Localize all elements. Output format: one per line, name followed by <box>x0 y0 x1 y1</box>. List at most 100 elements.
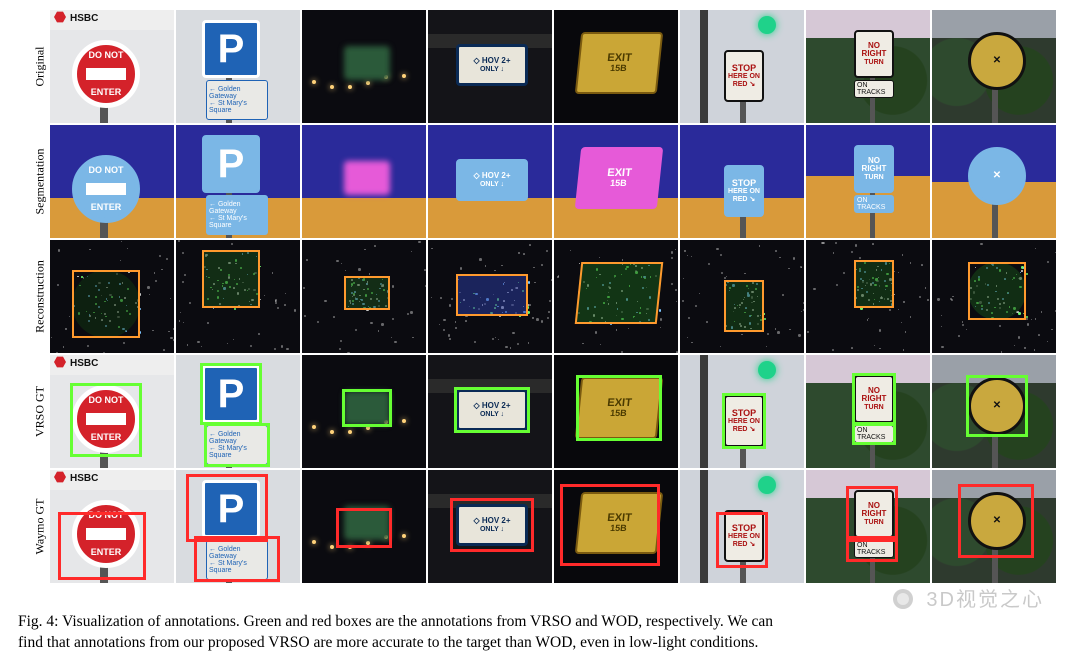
wod-box-2 <box>194 536 280 582</box>
recon-box <box>854 260 894 308</box>
sign: EXIT15B <box>575 32 664 94</box>
vrso-box <box>70 383 142 457</box>
figure-grid: HSBCDO NOTENTERP← Golden Gateway← St Mar… <box>50 10 1050 583</box>
wod-box <box>450 498 534 552</box>
cell-r0-c2 <box>302 10 426 123</box>
vrso-box <box>576 375 662 441</box>
cell-r2-c2 <box>302 240 426 353</box>
sub-sign: ← Golden Gateway← St Mary's Square <box>206 80 268 120</box>
sign: DO NOTENTER <box>72 40 140 108</box>
traffic-light-icon <box>758 361 776 379</box>
sign <box>344 46 390 80</box>
cell-r3-c4: EXIT15B <box>554 355 678 468</box>
cell-r0-c5: STOPHERE ON RED ↘ <box>680 10 804 123</box>
cell-r3-c6: NO RIGHTTURNON TRACKS <box>806 355 930 468</box>
cell-r4-c5: STOPHERE ON RED ↘ <box>680 470 804 583</box>
caption-line-1: Visualization of annotations. Green and … <box>62 613 773 630</box>
sign <box>344 161 390 195</box>
figure-caption: Fig. 4: Visualization of annotations. Gr… <box>18 612 1062 654</box>
row-label-segmentation: Segmentation <box>33 141 48 221</box>
cell-r4-c6: NO RIGHTTURNON TRACKS <box>806 470 930 583</box>
sign: ◇ HOV 2+ONLY ↓ <box>456 44 528 86</box>
sub-sign: ← Golden Gateway← St Mary's Square <box>206 195 268 235</box>
watermark-icon <box>893 589 913 609</box>
cell-r3-c1: P← Golden Gateway← St Mary's Square <box>176 355 300 468</box>
row-label-original: Original <box>33 26 48 106</box>
wod-box <box>186 474 268 542</box>
cell-r1-c7: ✕ <box>932 125 1056 238</box>
traffic-light-icon <box>758 476 776 494</box>
cell-r1-c3: ◇ HOV 2+ONLY ↓ <box>428 125 552 238</box>
vrso-box <box>966 375 1028 437</box>
cell-r2-c7 <box>932 240 1056 353</box>
cell-r1-c2 <box>302 125 426 238</box>
cell-r0-c3: ◇ HOV 2+ONLY ↓ <box>428 10 552 123</box>
vrso-box-2 <box>204 423 270 467</box>
cell-r0-c4: EXIT15B <box>554 10 678 123</box>
vrso-box <box>722 393 766 449</box>
cell-r4-c0: HSBCDO NOTENTER <box>50 470 174 583</box>
cell-r4-c1: P← Golden Gateway← St Mary's Square <box>176 470 300 583</box>
sign: P <box>202 135 260 193</box>
watermark-text: 3D视觉之心 <box>926 589 1044 611</box>
cell-r4-c7: ✕ <box>932 470 1056 583</box>
sign: ✕ <box>968 32 1026 90</box>
row-label-reconstruction: Reconstruction <box>33 256 48 336</box>
vrso-box-2 <box>852 423 896 445</box>
wod-box <box>58 512 146 580</box>
sub-sign: ON TRACKS <box>854 195 894 213</box>
wod-box <box>958 484 1034 558</box>
cell-r3-c5: STOPHERE ON RED ↘ <box>680 355 804 468</box>
banner: HSBC <box>50 355 174 375</box>
recon-box <box>344 276 390 310</box>
cell-r3-c3: ◇ HOV 2+ONLY ↓ <box>428 355 552 468</box>
cell-r3-c7: ✕ <box>932 355 1056 468</box>
recon-box <box>456 274 528 316</box>
sign: NO RIGHTTURN <box>854 30 894 78</box>
vrso-box <box>342 389 392 427</box>
sign: EXIT15B <box>575 147 664 209</box>
wod-box <box>846 486 898 542</box>
recon-box <box>72 270 140 338</box>
cell-r0-c7: ✕ <box>932 10 1056 123</box>
cell-r1-c6: NO RIGHTTURN ON TRACKS <box>806 125 930 238</box>
cell-r1-c0: DO NOTENTER <box>50 125 174 238</box>
row-label-waymo-gt: Waymo GT <box>33 486 48 566</box>
cell-r1-c1: P← Golden Gateway← St Mary's Square <box>176 125 300 238</box>
cell-r0-c1: P← Golden Gateway← St Mary's Square <box>176 10 300 123</box>
caption-line-2: find that annotations from our proposed … <box>18 634 758 651</box>
cell-r4-c3: ◇ HOV 2+ONLY ↓ <box>428 470 552 583</box>
banner: HSBC <box>50 470 174 490</box>
wod-box-2 <box>846 536 898 562</box>
figure-label: Fig. 4: <box>18 613 58 630</box>
row-label-vrso-gt: VRSO GT <box>33 371 48 451</box>
banner: HSBC <box>50 10 174 30</box>
cell-r2-c0 <box>50 240 174 353</box>
cell-r2-c1 <box>176 240 300 353</box>
cell-r2-c5 <box>680 240 804 353</box>
sub-sign: ON TRACKS <box>854 80 894 98</box>
vrso-box <box>200 363 262 425</box>
recon-box <box>202 250 260 308</box>
recon-box <box>575 262 664 324</box>
cell-r4-c2 <box>302 470 426 583</box>
sign: ✕ <box>968 147 1026 205</box>
sign: NO RIGHTTURN <box>854 145 894 193</box>
watermark: 3D视觉之心 <box>893 583 1044 612</box>
cell-r2-c4 <box>554 240 678 353</box>
cell-r3-c0: HSBCDO NOTENTER <box>50 355 174 468</box>
recon-box <box>724 280 764 332</box>
cell-r2-c6 <box>806 240 930 353</box>
wod-box <box>560 484 660 566</box>
vrso-box <box>454 387 530 433</box>
wod-box <box>336 508 392 548</box>
recon-box <box>968 262 1026 320</box>
sign: STOPHERE ON RED ↘ <box>724 165 764 217</box>
traffic-light-icon <box>758 16 776 34</box>
sign: P <box>202 20 260 78</box>
cell-r0-c0: HSBC DO NOTENTER <box>50 10 174 123</box>
wod-box <box>716 512 768 568</box>
sign: DO NOTENTER <box>72 155 140 223</box>
cell-r1-c4: EXIT15B <box>554 125 678 238</box>
cell-r0-c6: NO RIGHTTURN ON TRACKS <box>806 10 930 123</box>
